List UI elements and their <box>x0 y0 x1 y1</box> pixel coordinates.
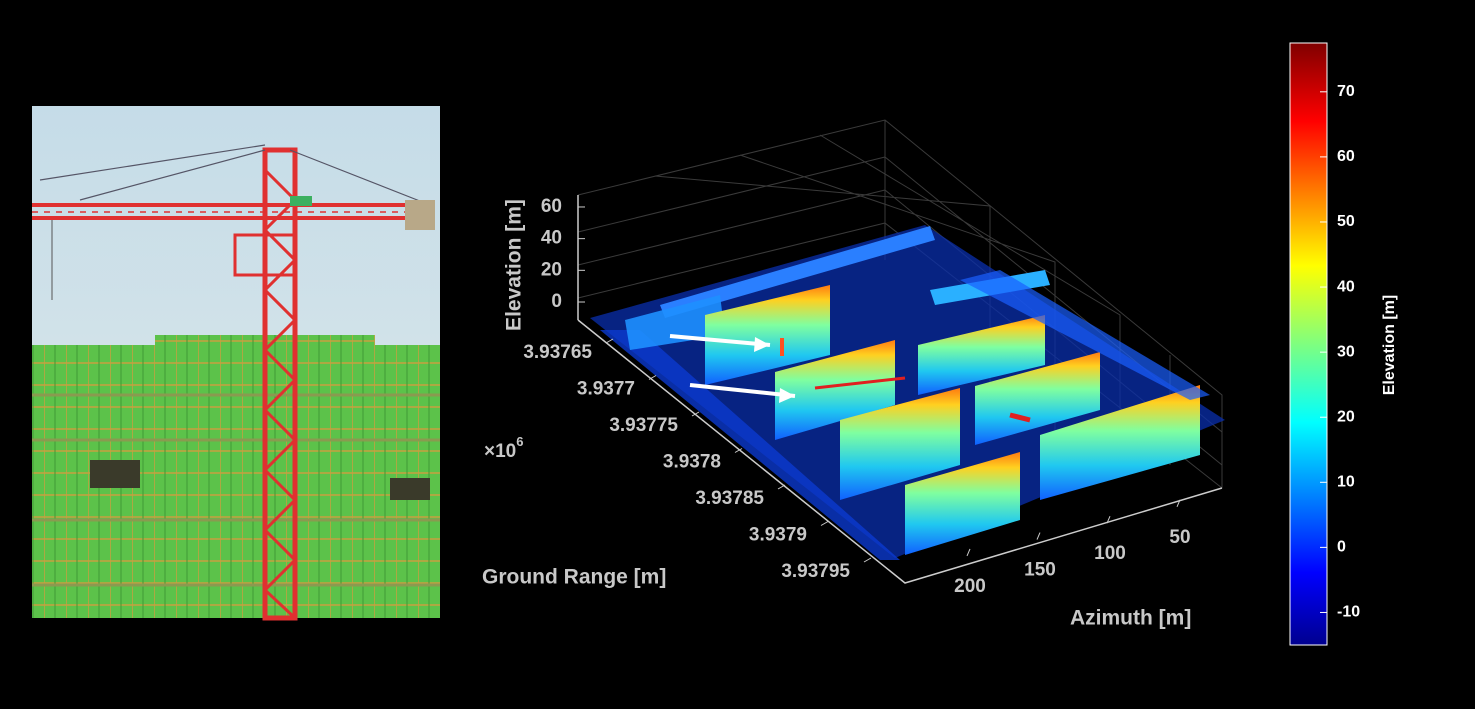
tick-mark <box>1036 532 1041 540</box>
colorbar-tick-label: 20 <box>1337 408 1355 425</box>
azimuth-tick-label: 200 <box>954 576 986 597</box>
tick-mark <box>777 484 786 490</box>
azimuth-tick-label: 150 <box>1024 560 1056 581</box>
multiplier-exponent: 6 <box>516 434 523 449</box>
ground-range-tick-label: 3.93785 <box>695 488 764 509</box>
tick-mark <box>1176 499 1181 508</box>
elevation-tick-label: 20 <box>541 259 562 280</box>
ground-range-tick-label: 3.93765 <box>523 342 592 363</box>
elevation-tick-label: 60 <box>541 196 562 217</box>
azimuth-tick-label: 100 <box>1094 543 1126 564</box>
elevation-tick-label: 0 <box>551 291 562 312</box>
multiplier-base: ×10 <box>484 441 516 462</box>
ground-range-tick-label: 3.93795 <box>781 561 850 582</box>
colorbar-tick-label: 60 <box>1337 148 1355 165</box>
ground-range-axis-label: Ground Range [m] <box>482 566 666 589</box>
colorbar-tick-label: 40 <box>1337 278 1355 295</box>
colorbar <box>1289 42 1328 646</box>
ground-range-tick-label: 3.9379 <box>749 525 807 546</box>
elevation-axis-label: Elevation [m] <box>503 199 526 331</box>
tick-mark <box>1106 515 1111 524</box>
tick-mark <box>691 411 700 417</box>
colorbar-tick-label: 0 <box>1337 539 1346 556</box>
colorbar-tick-label: 70 <box>1337 83 1355 100</box>
tick-mark <box>734 448 743 453</box>
elevation-tick-label: 40 <box>541 228 562 249</box>
tick-mark <box>820 521 829 526</box>
colorbar-tick-label: -10 <box>1337 604 1360 621</box>
ground-range-tick-label: 3.93775 <box>609 415 678 436</box>
colorbar-label: Elevation [m] <box>1381 295 1398 395</box>
tick-mark <box>605 338 614 344</box>
azimuth-axis-label: Azimuth [m] <box>1070 607 1191 630</box>
azimuth-tick-label: 50 <box>1169 527 1190 548</box>
colorbar-tick-label: 50 <box>1337 213 1355 230</box>
tick-mark <box>966 548 971 557</box>
ground-range-tick-label: 3.9377 <box>577 379 635 400</box>
axis-multiplier: ×106 <box>484 434 523 462</box>
tick-mark <box>648 375 657 380</box>
tick-mark <box>863 557 872 563</box>
point-cloud <box>590 225 1225 560</box>
colorbar-tick-label: 10 <box>1337 474 1355 491</box>
photo <box>32 106 440 621</box>
colorbar-tick-label: 30 <box>1337 343 1355 360</box>
ground-range-tick-label: 3.9378 <box>663 452 721 473</box>
